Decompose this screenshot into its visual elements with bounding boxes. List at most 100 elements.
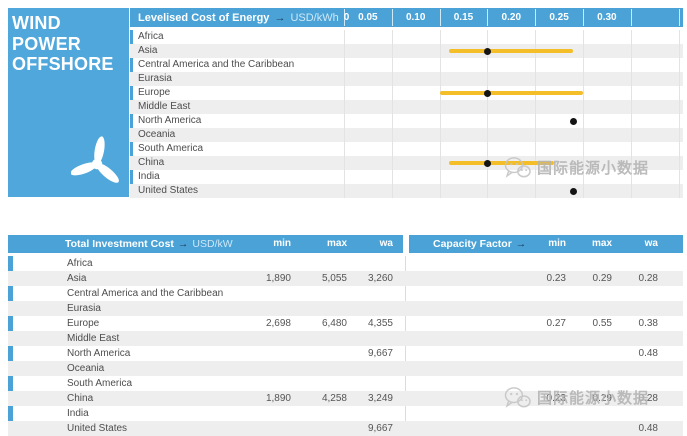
region-row: United States [130, 184, 683, 198]
table-cell: 0.29 [592, 273, 612, 284]
region-label: Africa [138, 31, 164, 42]
axis-tick-zero: 0 [343, 12, 350, 23]
table-row: Asia 1,890 5,055 3,260 0.23 0.29 0.28 [8, 271, 683, 286]
region-label: Asia [138, 45, 158, 56]
table-cell: 0.29 [592, 393, 612, 404]
table-cell: 9,667 [367, 423, 393, 434]
axis-tick-separator [583, 9, 584, 26]
region-label: North America [138, 115, 202, 126]
left-accent-strip [130, 30, 133, 198]
table-cell: 0.48 [638, 423, 658, 434]
region-label: Central America and the Caribbean [67, 288, 224, 299]
watermark-text: 国际能源小数据 [537, 160, 650, 177]
region-row: Eurasia [130, 72, 683, 86]
axis-tick-separator [487, 9, 489, 26]
col-min: min [273, 238, 291, 249]
table-row: Eurasia [8, 301, 683, 316]
table-row: Africa [8, 256, 683, 271]
region-label: Central America and the Caribbean [138, 59, 295, 70]
table-cell: 0.48 [638, 348, 658, 359]
region-label: South America [67, 378, 133, 389]
table-row: United States 9,667 0.48 [8, 421, 683, 436]
col-wa: wa [379, 238, 393, 249]
wind-power-panel: WIND POWER OFFSHORE [8, 8, 129, 197]
chart-gridline [583, 30, 584, 198]
lcoe-header-labels: Levelised Cost of Energy → USD/kWh 0 [138, 8, 349, 27]
region-label: Asia [67, 273, 87, 284]
region-label: Middle East [67, 333, 120, 344]
weighted-average-dot [483, 89, 491, 97]
region-label: United States [138, 185, 199, 196]
chart-gridline [487, 30, 489, 198]
lcoe-range-bar [439, 91, 583, 95]
col-max: max [591, 238, 612, 249]
region-row: North America [130, 114, 683, 128]
region-row: China [130, 156, 683, 170]
watermark-text: 国际能源小数据 [537, 390, 650, 407]
table-cell: 3,249 [367, 393, 393, 404]
wechat-icon [504, 387, 531, 408]
axis-tick-separator [678, 9, 680, 26]
chart-gridline [391, 30, 393, 198]
lcoe-chart-plot: Africa Asia Central America and the Caribb… [130, 30, 683, 198]
table-cell: 6,480 [321, 318, 347, 329]
table-cell: 0.55 [592, 318, 612, 329]
axis-tick-label: 0.20 [501, 12, 522, 23]
left-accent-strip [8, 256, 13, 436]
axis-tick-label: 0.10 [405, 12, 426, 23]
table-cell: 0.38 [638, 318, 658, 329]
investment-title: Total Investment Cost [65, 238, 174, 250]
region-label: Middle East [138, 101, 191, 112]
panel-title-line1: WIND POWER [12, 13, 82, 54]
table-row: Europe 2,698 6,480 4,355 0.27 0.55 0.38 [8, 316, 683, 331]
table-row: South America [8, 376, 683, 391]
table-cell: 0.28 [638, 273, 658, 284]
region-row: Central America and the Caribbean [130, 58, 683, 72]
table-row: Middle East [8, 331, 683, 346]
chart-gridline [678, 30, 680, 198]
region-label: Oceania [138, 129, 176, 140]
col-wa: wa [644, 238, 658, 249]
weighted-average-dot [569, 187, 577, 195]
axis-arrow-icon: → [177, 238, 189, 250]
axis-tick-label: 0.15 [453, 12, 474, 23]
table-cell: 9,667 [367, 348, 393, 359]
table-cell: 2,698 [265, 318, 291, 329]
lcoe-unit: USD/kWh [290, 11, 339, 24]
region-row: Asia [130, 44, 683, 58]
table-row: North America 9,667 0.48 [8, 346, 683, 361]
table-row: India [8, 406, 683, 421]
region-label: Africa [67, 258, 93, 269]
watermark-top: 国际能源小数据 [503, 156, 649, 179]
table-row: Central America and the Caribbean [8, 286, 683, 301]
investment-table-body: Africa Asia 1,890 5,055 3,260 0.23 0.29 0.28 Cen… [8, 256, 683, 436]
col-min: min [548, 238, 566, 249]
region-label: Oceania [67, 363, 105, 374]
region-label: Eurasia [138, 73, 172, 84]
region-label: India [67, 408, 89, 419]
investment-unit: USD/kW [192, 238, 233, 250]
region-row: Africa [130, 30, 683, 44]
table-cell: 0.27 [546, 318, 566, 329]
axis-tick-separator [439, 9, 441, 26]
axis-arrow-icon: → [274, 11, 286, 24]
table-cell: 0.23 [546, 273, 566, 284]
weighted-average-dot [483, 159, 491, 167]
axis-tick-separator [391, 9, 393, 26]
region-label: China [67, 393, 94, 404]
chart-gridline [439, 30, 441, 198]
chart-gridline [535, 30, 537, 198]
table-cell: 1,890 [265, 273, 291, 284]
axis-tick-separator [344, 9, 345, 26]
region-label: Europe [67, 318, 100, 329]
region-row: India [130, 170, 683, 184]
lcoe-title: Levelised Cost of Energy [138, 11, 270, 24]
panel-title-line2: OFFSHORE [12, 54, 114, 75]
axis-tick-label: 0.25 [549, 12, 569, 23]
weighted-average-dot [483, 47, 491, 55]
table-cell: 1,890 [265, 393, 291, 404]
table-cell: 3,260 [367, 273, 393, 284]
capacity-factor-header: Capacity Factor → min max wa [409, 235, 683, 253]
table-row: Oceania [8, 361, 683, 376]
